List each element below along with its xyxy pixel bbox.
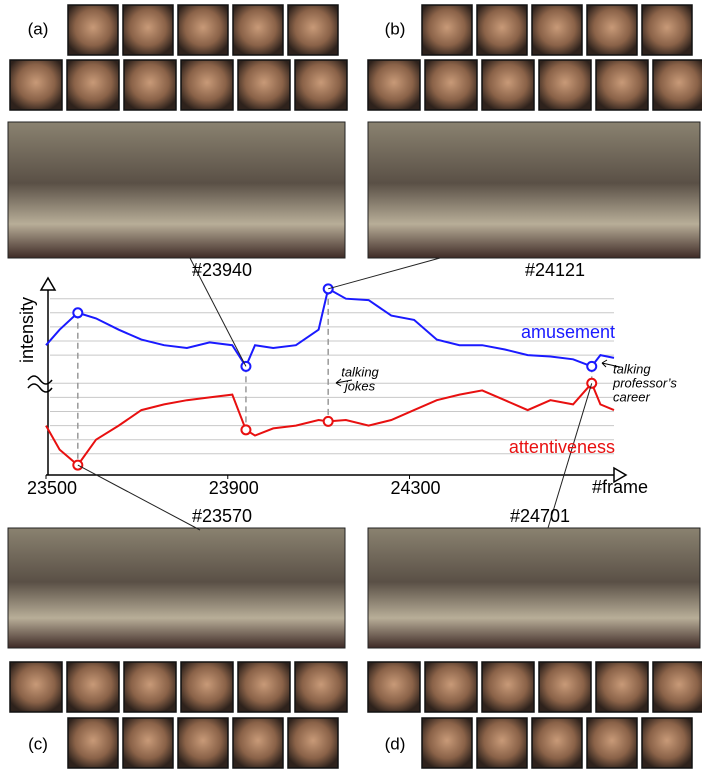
annotation: jokes: [343, 378, 376, 393]
face-crop: [538, 59, 592, 111]
panel-label: (d): [385, 734, 406, 753]
photo: [7, 527, 346, 649]
x-tick-label: 24300: [390, 478, 440, 498]
face-crop: [531, 717, 583, 769]
frame-label: #24121: [525, 260, 585, 280]
face-crop: [232, 717, 284, 769]
face-crop: [586, 4, 638, 56]
annotation: professor’s: [612, 375, 677, 390]
photo: [367, 121, 701, 259]
annotation: career: [613, 389, 651, 404]
face-crop: [287, 717, 339, 769]
face-crop: [67, 4, 119, 56]
face-crop: [66, 661, 120, 713]
face-crop: [421, 4, 473, 56]
annotation-arrow: [601, 359, 621, 368]
face-crop: [595, 661, 649, 713]
face-crop: [122, 4, 174, 56]
faces: [9, 4, 702, 769]
frame-label: #23570: [192, 506, 252, 526]
face-crop: [538, 661, 592, 713]
series-line: [45, 287, 615, 369]
face-crop: [476, 717, 528, 769]
face-crop: [9, 661, 63, 713]
x-tick-label: 23900: [209, 478, 259, 498]
face-crop: [476, 4, 528, 56]
annotation-arrow: [335, 378, 353, 387]
face-crop: [177, 717, 229, 769]
face-crop: [652, 661, 702, 713]
y-axis-label: intensity: [17, 297, 37, 363]
face-crop: [481, 59, 535, 111]
face-crop: [67, 717, 119, 769]
connector: [328, 257, 441, 290]
frame-label: #23940: [192, 260, 252, 280]
face-crop: [595, 59, 649, 111]
frame-label: #24701: [510, 506, 570, 526]
panel-label: (c): [28, 734, 48, 753]
face-crop: [294, 59, 348, 111]
x-axis-arrow: [613, 466, 628, 484]
series-label: amusement: [521, 322, 615, 342]
photo: [7, 121, 346, 259]
panel-label: (b): [385, 19, 406, 38]
face-crop: [237, 59, 291, 111]
face-crop: [294, 661, 348, 713]
marker: [72, 307, 84, 319]
face-crop: [180, 661, 234, 713]
connector: [547, 383, 593, 529]
face-crop: [641, 4, 693, 56]
marker: [586, 360, 598, 372]
face-crop: [641, 717, 693, 769]
panel-label: (a): [28, 19, 49, 38]
face-crop: [287, 4, 339, 56]
x-axis-label: #frame: [592, 477, 648, 497]
face-crop: [232, 4, 284, 56]
annotation: talking: [613, 361, 651, 376]
face-crop: [123, 59, 177, 111]
connector: [77, 464, 201, 531]
face-crop: [367, 661, 421, 713]
x-tick-label: 23500: [27, 478, 77, 498]
face-crop: [531, 4, 583, 56]
face-crop: [123, 661, 177, 713]
connector: [189, 257, 247, 367]
photo: [367, 527, 701, 649]
face-crop: [652, 59, 702, 111]
marker: [240, 424, 252, 436]
face-crop: [122, 717, 174, 769]
face-crop: [424, 59, 478, 111]
y-axis-arrow: [39, 276, 57, 291]
face-crop: [180, 59, 234, 111]
face-crop: [177, 4, 229, 56]
face-crop: [237, 661, 291, 713]
photos: [7, 121, 701, 649]
face-crop: [66, 59, 120, 111]
face-crop: [9, 59, 63, 111]
face-crop: [421, 717, 473, 769]
series-label: attentiveness: [509, 437, 615, 457]
face-crop: [367, 59, 421, 111]
annotation: talking: [341, 364, 379, 379]
face-crop: [586, 717, 638, 769]
marker: [322, 415, 334, 427]
face-crop: [481, 661, 535, 713]
face-crop: [424, 661, 478, 713]
